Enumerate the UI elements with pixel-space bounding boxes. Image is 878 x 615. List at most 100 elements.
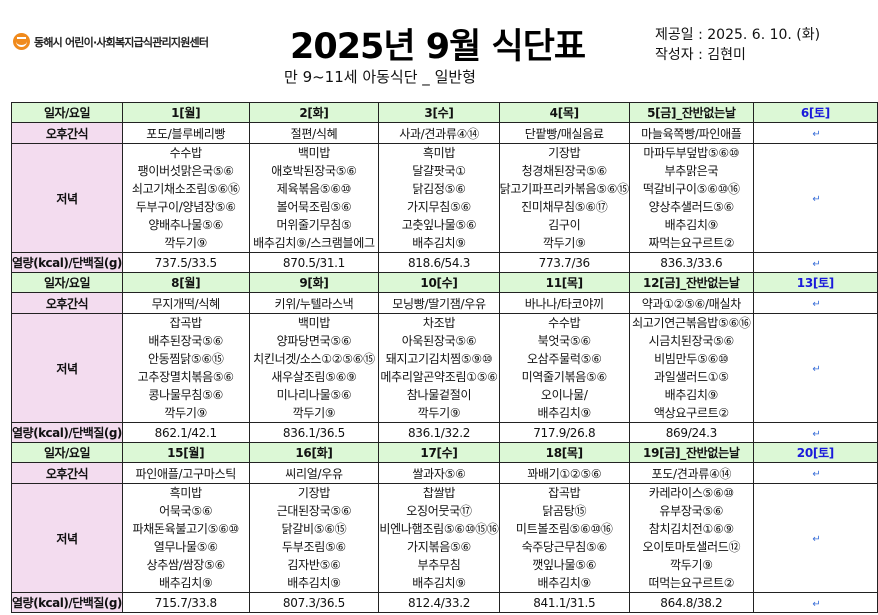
day-snack: 사과/견과류④⑭ xyxy=(399,126,479,141)
dinner-menu-item: 깍두기⑨ xyxy=(670,558,713,572)
dinner-menu-item: 어묵국⑤⑥ xyxy=(159,504,213,518)
dinner-menu-item: 배추김치⑨ xyxy=(537,406,592,420)
day-date-cell: 9[화] xyxy=(248,272,380,293)
day-nutrition: 807.3/36.5 xyxy=(282,595,346,610)
row-label-text: 저녁 xyxy=(56,191,78,206)
dinner-menu-item: 닭곰탕⑮ xyxy=(542,504,587,518)
dinner-menu-item: 닭김정⑤⑥ xyxy=(412,182,466,196)
smiley-logo-icon xyxy=(13,33,30,50)
dinner-menu-item: 양상추샐러드⑤⑥ xyxy=(648,200,735,214)
dinner-menu-item: 두부조림⑤⑥ xyxy=(282,540,346,554)
dinner-menu-item: 달걀팟국① xyxy=(412,164,466,178)
day-date: 11[목] xyxy=(545,276,584,290)
dinner-menu-item: 유부장국⑤⑥ xyxy=(659,504,724,518)
dinner-menu-item: 새우살조림⑤⑥⑨ xyxy=(271,370,357,384)
day-nutrition-cell: 807.3/36.5 xyxy=(248,592,380,613)
row-label-text: 저녁 xyxy=(56,531,78,546)
day-date: 4[목] xyxy=(549,106,579,120)
day-date: 15[월] xyxy=(167,446,205,460)
day-nutrition-cell: ↵ xyxy=(752,592,878,613)
day-snack-cell: 파인애플/고구마스틱 xyxy=(121,462,250,484)
day-snack-cell: 마늘육쪽빵/파인애플 xyxy=(628,122,754,144)
week-3-nutrition-row: 열량(kcal)/단백질(g) 715.7/33.8 807.3/36.5 812.4… xyxy=(11,592,878,613)
day-snack: 절편/식혜 xyxy=(290,126,338,141)
dinner-menu-item: 열무나물⑤⑥ xyxy=(153,540,218,554)
org-name: 동해시 어린이·사회복지급식관리지원센터 xyxy=(34,35,209,49)
dinner-menu-item: 차조밥 xyxy=(422,316,456,330)
week-1-dinner-row: 저녁 수수밥 팽이버섯맑은국⑤⑥ 쇠고기채소조림⑤⑥⑯ 두부구이/양념장⑤⑥ 양배추나물⑤… xyxy=(11,143,878,253)
day-snack-cell: 사과/견과류④⑭ xyxy=(378,122,500,144)
dinner-menu-item: 오이나물/ xyxy=(540,388,588,402)
day-dinner-cell: 흑미밥 달걀팟국① 닭김정⑤⑥ 가지무침⑤⑥ 고춧잎나물⑤⑥ 배추김치⑨ xyxy=(378,143,500,253)
provided-date: 제공일 : 2025. 6. 10. (화) xyxy=(655,27,821,43)
dinner-menu-item: 안동찜닭⑤⑥⑮ xyxy=(147,352,224,366)
dinner-menu-item: 닭갈비⑤⑥⑮ xyxy=(281,522,347,536)
dinner-menu-item: 배추김치⑨ xyxy=(287,576,341,590)
dinner-menu-item: 깍두기⑨ xyxy=(164,236,208,250)
day-date-cell: 18[목] xyxy=(498,442,630,463)
day-date: 3[수] xyxy=(424,106,454,120)
week-1-snack-row: 오후간식 포도/블루베리빵 절편/식혜 사과/견과류④⑭ 단팥빵/매실음료 마늘육쪽빵/파… xyxy=(11,122,878,144)
day-nutrition: 870.5/31.1 xyxy=(282,255,346,270)
day-date-cell: 5[금]_잔반없는날 xyxy=(628,102,754,123)
day-date: 13[토] xyxy=(796,276,835,290)
nutrition-row-label: 열량(kcal)/단백질(g) xyxy=(11,252,123,273)
day-date-cell: 19[금]_잔반없는날 xyxy=(628,442,754,463)
dinner-menu-item: 잡곡밥 xyxy=(169,316,203,330)
day-date-cell: 12[금]_잔반없는날 xyxy=(628,272,754,293)
day-dinner-cell: ↵ xyxy=(752,143,878,253)
day-date: 17[수] xyxy=(420,446,458,460)
dinner-menu-item: 시금치된장국⑤⑥ xyxy=(648,334,735,348)
week-3-dinner-row: 저녁 흑미밥 어묵국⑤⑥ 파채돈육불고기⑤⑥⑩ 열무나물⑤⑥ 상추쌈/쌈장⑤⑥ 배추김치⑨ 기… xyxy=(11,483,878,593)
day-date-cell: 17[수] xyxy=(378,442,500,463)
day-date: 6[토] xyxy=(800,106,830,120)
day-nutrition-cell: ↵ xyxy=(752,422,878,443)
paragraph-mark-icon: ↵ xyxy=(812,469,821,480)
dinner-menu-item: 과일샐러드①⑤ xyxy=(654,370,729,384)
day-snack-cell: ↵ xyxy=(752,462,878,484)
dinner-menu-item: 북엇국⑤⑥ xyxy=(537,334,591,348)
dinner-menu-item: 기장밥 xyxy=(548,146,581,160)
day-snack: 마늘육쪽빵/파인애플 xyxy=(641,126,742,141)
day-date: 1[월] xyxy=(171,106,201,120)
day-date-cell: 1[월] xyxy=(121,102,250,123)
day-date: 8[월] xyxy=(171,276,201,290)
day-nutrition-cell: 870.5/31.1 xyxy=(248,252,380,273)
day-date-cell: 8[월] xyxy=(121,272,250,293)
dinner-menu-item: 배추김치⑨ xyxy=(159,576,213,590)
dinner-menu-item: 카레라이스⑤⑥⑩ xyxy=(648,486,734,500)
dinner-menu-item: 상추쌈/쌈장⑤⑥ xyxy=(146,558,226,572)
dinner-menu-item: 배추김치⑨ xyxy=(664,218,719,232)
dinner-menu-item: 진미채무침⑤⑥⑰ xyxy=(521,200,608,214)
day-snack: 파인애플/고구마스틱 xyxy=(135,466,237,481)
day-nutrition-cell: 836.3/33.6 xyxy=(628,252,754,273)
day-dinner-cell: 잡곡밥 닭곰탕⑮ 미트볼조림⑤⑥⑩⑯ 숙주당근무침⑤⑥ 깻잎나물⑤⑥ 배추김치⑨ xyxy=(498,483,630,593)
day-snack-cell: 무지개떡/식혜 xyxy=(121,292,250,314)
day-nutrition: 841.1/31.5 xyxy=(533,595,596,610)
dinner-menu-item: 쇠고기연근볶음밥⑤⑥⑯ xyxy=(632,316,751,330)
day-snack-cell: ↵ xyxy=(752,292,878,314)
paragraph-mark-icon: ↵ xyxy=(812,194,821,205)
dinner-menu-item: 양파당면국⑤⑥ xyxy=(276,334,352,348)
day-snack: 포도/견과류④⑭ xyxy=(651,466,732,481)
day-dinner-cell: 마파두부덮밥⑤⑥⑩ 부추맑은국 떡갈비구이⑤⑥⑩⑯ 양상추샐러드⑤⑥ 배추김치⑨ 짜먹는요… xyxy=(628,143,754,253)
day-date-cell: 16[화] xyxy=(248,442,380,463)
day-nutrition-cell: 717.9/26.8 xyxy=(498,422,630,443)
dinner-menu-item: 제육볶음⑤⑥⑩ xyxy=(276,182,352,196)
day-date: 5[금]_잔반없는날 xyxy=(647,106,736,120)
day-date-cell: 6[토] xyxy=(752,102,878,123)
dinner-menu-item: 깻잎나물⑤⑥ xyxy=(532,558,597,572)
dinner-menu-item: 김구이 xyxy=(548,218,581,232)
dinner-menu-item: 청경채된장국⑤⑥ xyxy=(521,164,608,178)
day-dinner-cell: 찹쌀밥 오징어뭇국⑰ 비엔나햄조림⑤⑥⑩⑮⑯ 가지볶음⑤⑥ 부추무침 배추김치⑨ xyxy=(378,483,500,593)
meal-table: 일자/요일 1[월] 2[화] 3[수] 4[목] 5[금]_잔반없는날 6[토] 오후간식 포… xyxy=(11,102,878,613)
dinner-menu-item: 쇠고기채소조림⑤⑥⑯ xyxy=(131,182,240,196)
dinner-menu-item: 깍두기⑨ xyxy=(292,406,336,420)
dinner-menu-item: 배추김치⑨/스크램블에그 xyxy=(253,236,375,250)
day-dinner-cell: 흑미밥 어묵국⑤⑥ 파채돈육불고기⑤⑥⑩ 열무나물⑤⑥ 상추쌈/쌈장⑤⑥ 배추김치⑨ xyxy=(121,483,250,593)
dinner-menu-item: 수수밥 xyxy=(548,316,581,330)
week-2-dinner-row: 저녁 잡곡밥 배추된장국⑤⑥ 안동찜닭⑤⑥⑮ 고추장멸치볶음⑤⑥ 콩나물무침⑤⑥ 깍두기⑨ 백… xyxy=(11,313,878,423)
nutrition-row-label: 열량(kcal)/단백질(g) xyxy=(11,592,123,613)
day-dinner-cell: 기장밥 청경채된장국⑤⑥ 닭고기파프리카볶음⑤⑥⑮ 진미채무침⑤⑥⑰ 김구이 깍두기⑨ xyxy=(498,143,630,253)
day-snack-cell: 씨리얼/우유 xyxy=(248,462,380,484)
